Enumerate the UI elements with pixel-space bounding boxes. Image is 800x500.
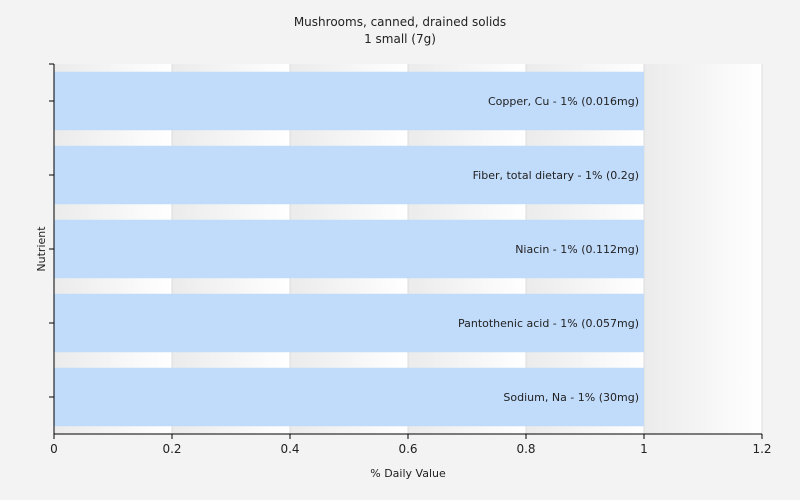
x-tick-label: 0.4	[280, 442, 299, 456]
y-axis-label: Nutrient	[35, 226, 48, 272]
bar	[54, 219, 644, 279]
bar-label: Copper, Cu - 1% (0.016mg)	[488, 95, 639, 108]
bar	[54, 293, 644, 353]
grid-band	[644, 64, 762, 434]
x-tick-label: 1	[640, 442, 648, 456]
x-tick-label: 0	[50, 442, 58, 456]
chart-title-block: Mushrooms, canned, drained solids 1 smal…	[0, 14, 800, 48]
bar	[54, 71, 644, 131]
axes-group: 0 0.2 0.4 0.6 0.8 1 1.2	[49, 63, 772, 456]
bars-group: Copper, Cu - 1% (0.016mg) Fiber, total di…	[54, 71, 644, 427]
x-tick-label: 0.2	[162, 442, 181, 456]
x-axis-label: % Daily Value	[370, 467, 446, 480]
chart-subtitle: 1 small (7g)	[364, 32, 436, 46]
bar-label: Niacin - 1% (0.112mg)	[515, 243, 639, 256]
bar	[54, 145, 644, 205]
x-tick-label: 1.2	[752, 442, 771, 456]
x-tick-label: 0.6	[398, 442, 417, 456]
bar	[54, 367, 644, 427]
chart-title: Mushrooms, canned, drained solids	[293, 15, 507, 29]
bar-label: Fiber, total dietary - 1% (0.2g)	[473, 169, 639, 182]
bar-label: Sodium, Na - 1% (30mg)	[503, 391, 639, 404]
bar-label: Pantothenic acid - 1% (0.057mg)	[458, 317, 639, 330]
x-tick-label: 0.8	[516, 442, 535, 456]
